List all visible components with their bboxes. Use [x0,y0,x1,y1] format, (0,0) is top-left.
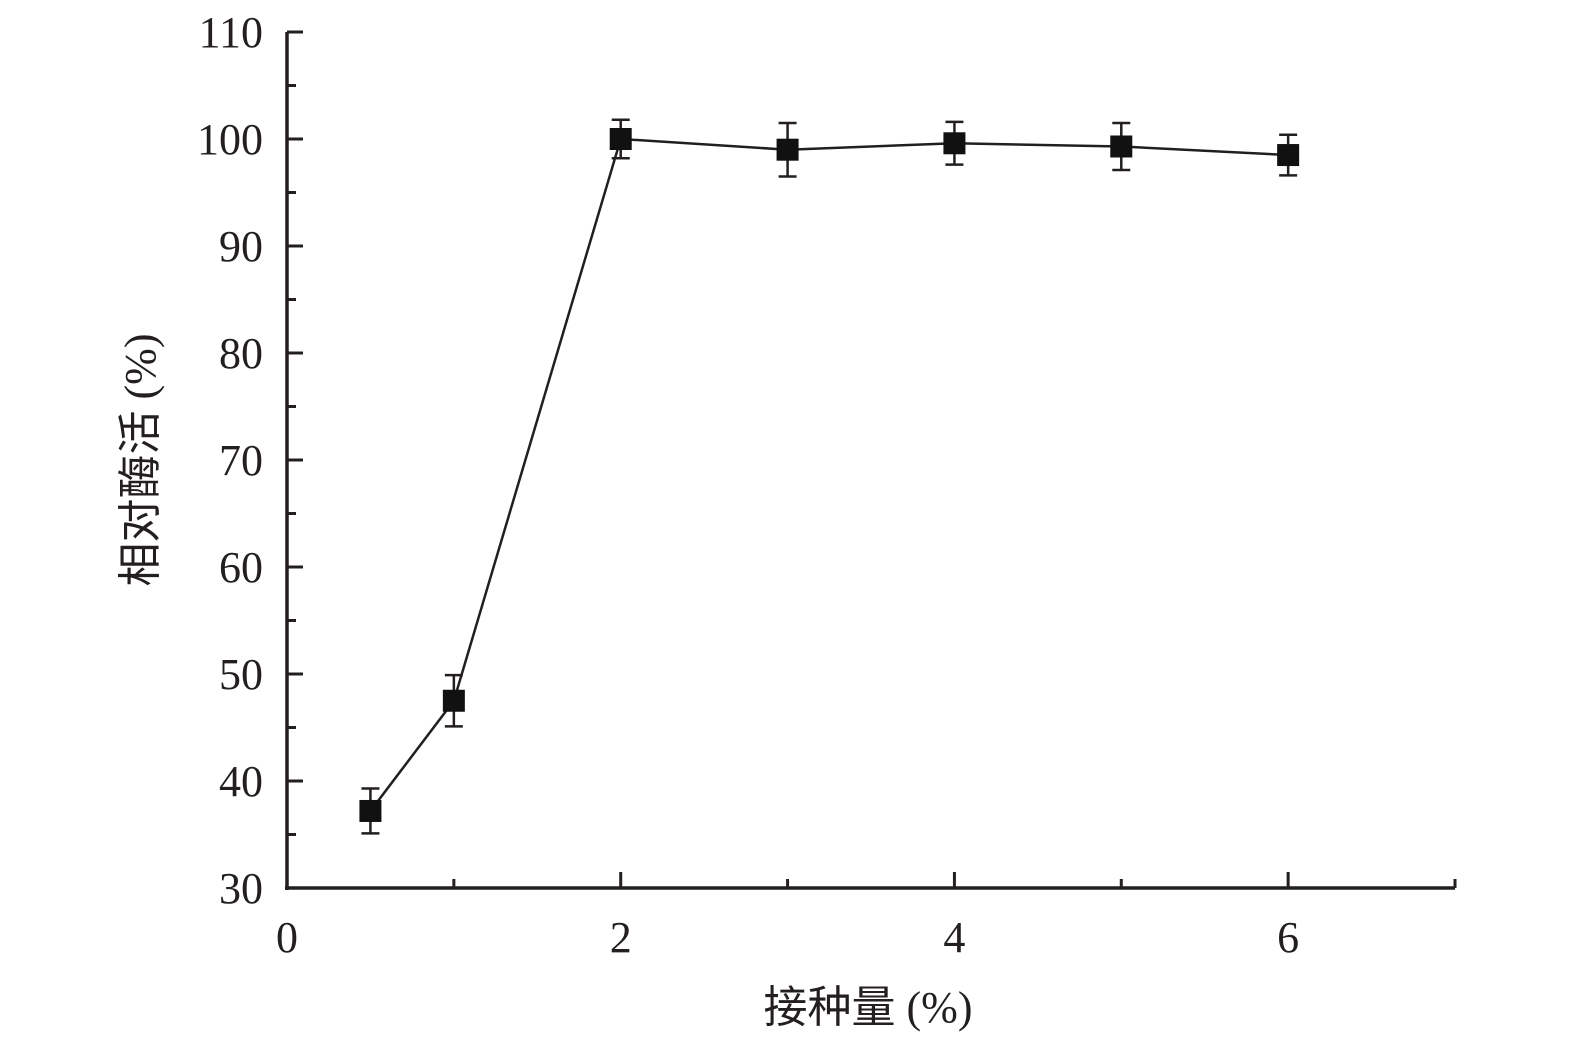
series-line [369,137,1289,812]
x-tick-label: 4 [943,913,965,962]
y-tick-label: 70 [219,436,263,485]
data-point [359,799,382,822]
x-tick-label: 0 [276,913,298,962]
y-tick-label: 40 [219,757,263,806]
series [359,118,1300,835]
y-tick-label: 80 [219,329,263,378]
y-tick-label: 90 [219,222,263,271]
ticks: 30 40 50 60 70 80 90 100 110 0 2 4 6 [197,8,1457,962]
y-tick-label: 50 [219,650,263,699]
x-tick-label: 6 [1277,913,1299,962]
y-tick-label: 110 [199,8,263,57]
data-point [1110,135,1133,158]
data-point [609,128,632,150]
y-tick-label: 100 [197,115,263,164]
data-point [776,138,799,161]
y-tick-label: 30 [219,864,263,913]
x-tick-label: 2 [610,913,632,962]
data-point [442,689,465,712]
data-point [943,132,966,155]
data-point [1277,144,1300,167]
x-axis-title: 接种量 (%) [764,983,973,1032]
y-axis-title: 相对酶活 (%) [116,334,165,587]
y-tick-label: 60 [219,543,263,592]
